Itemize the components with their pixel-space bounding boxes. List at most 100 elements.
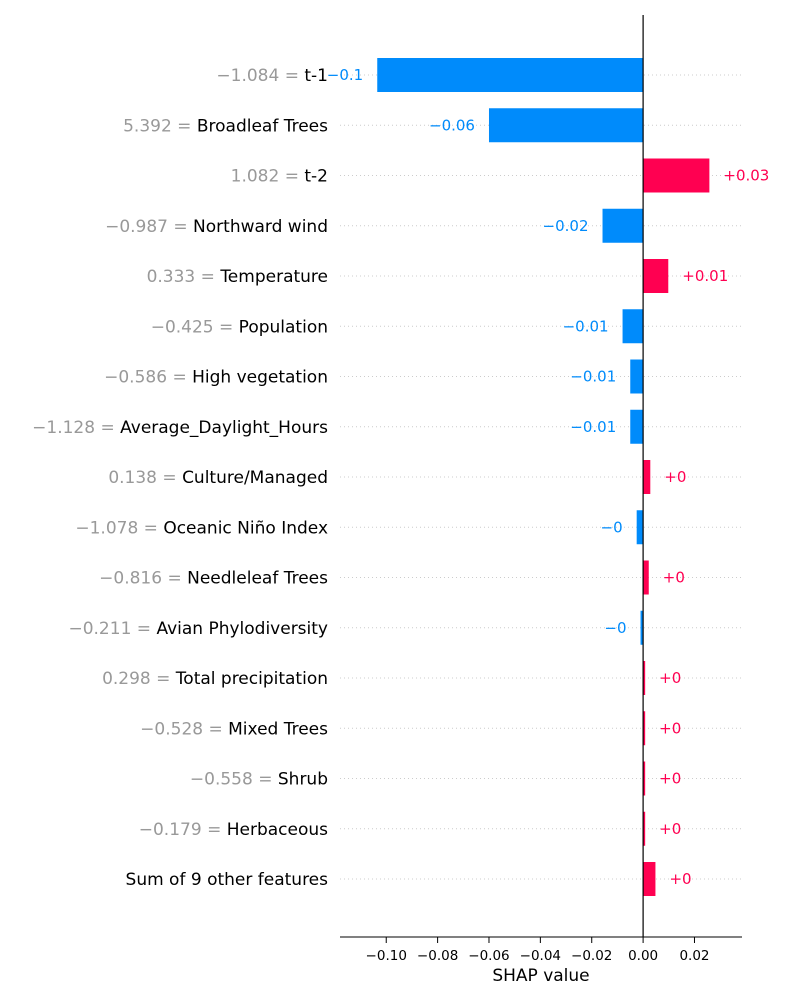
feature-label: −0.528 = Mixed Trees — [140, 719, 328, 739]
feature-name: Oceanic Niño Index — [163, 518, 328, 538]
feature-rows: −0.1−1.084 = t-1−0.065.392 = Broadleaf T… — [32, 58, 769, 896]
feature-label: −0.425 = Population — [151, 317, 328, 337]
feature-row: +0.01 0.333 = Temperature — [147, 259, 742, 293]
feature-row: +0 −0.558 = Shrub — [190, 761, 742, 796]
feature-label: 0.138 = Culture/Managed — [108, 468, 328, 488]
shap-bar — [602, 208, 644, 243]
feature-label: −1.128 = Average_Daylight_Hours — [32, 418, 328, 438]
shap-value-label: +0.03 — [723, 167, 769, 185]
shap-bar — [488, 108, 644, 143]
feature-label: −0.586 = High vegetation — [104, 368, 328, 388]
feature-name: Mixed Trees — [228, 719, 328, 739]
x-tick-label: 0.02 — [679, 948, 709, 964]
feature-name: t-1 — [304, 66, 328, 86]
shap-value-label: −0.06 — [429, 116, 475, 134]
feature-name: Sum of 9 other features — [126, 870, 329, 890]
feature-row: −0.01 −1.128 = Average_Daylight_Hours — [32, 409, 742, 444]
shap-bar — [643, 811, 646, 846]
feature-value: 1.082 = — [231, 167, 305, 187]
x-tick-label: −0.08 — [417, 948, 458, 964]
shap-bar — [640, 610, 644, 645]
x-axis-label: SHAP value — [492, 966, 589, 986]
feature-label: −0.211 = Avian Phylodiversity — [68, 619, 328, 639]
shap-value-label: −0 — [604, 619, 626, 637]
shap-bar — [630, 359, 644, 394]
shap-value-label: +0 — [669, 870, 691, 888]
feature-value: −1.084 = — [216, 66, 304, 86]
feature-row: −0.02 −0.987 = Northward wind — [105, 208, 742, 243]
shap-value-label: +0.01 — [682, 267, 728, 285]
feature-label: −0.179 = Herbaceous — [139, 820, 328, 840]
x-tick-label: −0.10 — [366, 948, 407, 964]
feature-name: Needleleaf Trees — [187, 569, 328, 589]
feature-value: 0.298 = — [102, 669, 176, 689]
feature-name: High vegetation — [192, 368, 328, 388]
feature-row: −0 −0.211 = Avian Phylodiversity — [68, 610, 742, 645]
feature-name: t-2 — [304, 167, 328, 187]
feature-row: +0 0.298 = Total precipitation — [102, 661, 742, 695]
shap-bar — [377, 58, 644, 92]
x-tick-label: −0.04 — [520, 948, 561, 964]
x-axis-ticks: −0.10 −0.08 −0.06 −0.04 −0.02 0.00 0.02 — [366, 937, 710, 964]
shap-bar — [636, 510, 644, 545]
feature-row: +0 Sum of 9 other features — [126, 862, 742, 896]
shap-value-label: +0 — [659, 669, 681, 687]
feature-value: −0.586 = — [104, 368, 192, 388]
feature-row: +0 −0.816 = Needleleaf Trees — [99, 560, 742, 595]
shap-value-label: +0 — [664, 468, 686, 486]
shap-value-label: −0.01 — [563, 317, 609, 335]
shap-bar — [622, 309, 644, 344]
feature-label: Sum of 9 other features — [126, 870, 329, 890]
feature-value: −1.078 = — [75, 518, 163, 538]
shap-bar — [643, 460, 651, 494]
shap-value-label: +0 — [659, 820, 681, 838]
feature-value: −0.211 = — [68, 619, 156, 639]
shap-value-label: −0.01 — [570, 418, 616, 436]
shap-bar — [643, 862, 656, 896]
x-tick-label: −0.02 — [571, 948, 612, 964]
feature-row: +0 −0.528 = Mixed Trees — [140, 711, 742, 746]
feature-value: −0.987 = — [105, 217, 193, 237]
shap-bar — [643, 259, 669, 293]
feature-name: Northward wind — [193, 217, 328, 237]
shap-value-label: +0 — [659, 770, 681, 788]
feature-row: +0 −0.179 = Herbaceous — [139, 811, 742, 846]
shap-bar — [643, 711, 646, 746]
feature-row: +0.03 1.082 = t-2 — [231, 158, 769, 193]
feature-label: −1.078 = Oceanic Niño Index — [75, 518, 328, 538]
feature-value: −0.528 = — [140, 719, 228, 739]
shap-value-label: −0.1 — [327, 66, 363, 84]
feature-name: Avian Phylodiversity — [156, 619, 328, 639]
feature-label: 1.082 = t-2 — [231, 167, 328, 187]
feature-label: −0.816 = Needleleaf Trees — [99, 569, 328, 589]
shap-value-label: −0.01 — [570, 368, 616, 386]
x-tick-label: 0.00 — [628, 948, 658, 964]
feature-name: Total precipitation — [175, 669, 328, 689]
feature-label: 0.298 = Total precipitation — [102, 669, 328, 689]
feature-row: −0.01 −0.425 = Population — [151, 309, 742, 344]
feature-row: −0.06 5.392 = Broadleaf Trees — [123, 108, 742, 143]
feature-label: 5.392 = Broadleaf Trees — [123, 116, 328, 136]
feature-label: −0.987 = Northward wind — [105, 217, 328, 237]
feature-value: −0.179 = — [139, 820, 227, 840]
feature-row: −0.1−1.084 = t-1 — [216, 58, 742, 92]
shap-value-label: +0 — [659, 719, 681, 737]
feature-value: −1.128 = — [32, 418, 120, 438]
shap-value-label: +0 — [663, 569, 685, 587]
feature-name: Population — [239, 317, 328, 337]
shap-bar — [643, 761, 646, 796]
feature-name: Herbaceous — [227, 820, 328, 840]
feature-name: Broadleaf Trees — [197, 116, 328, 136]
feature-name: Average_Daylight_Hours — [120, 418, 328, 438]
feature-value: 0.138 = — [108, 468, 182, 488]
feature-value: −0.425 = — [151, 317, 239, 337]
feature-value: −0.816 = — [99, 569, 187, 589]
shap-value-label: −0.02 — [543, 217, 589, 235]
feature-label: −1.084 = t-1 — [216, 66, 328, 86]
feature-row: −0 −1.078 = Oceanic Niño Index — [75, 510, 742, 545]
shap-bar — [643, 560, 649, 595]
feature-name: Culture/Managed — [182, 468, 328, 488]
feature-label: 0.333 = Temperature — [147, 267, 328, 287]
feature-name: Temperature — [219, 267, 328, 287]
